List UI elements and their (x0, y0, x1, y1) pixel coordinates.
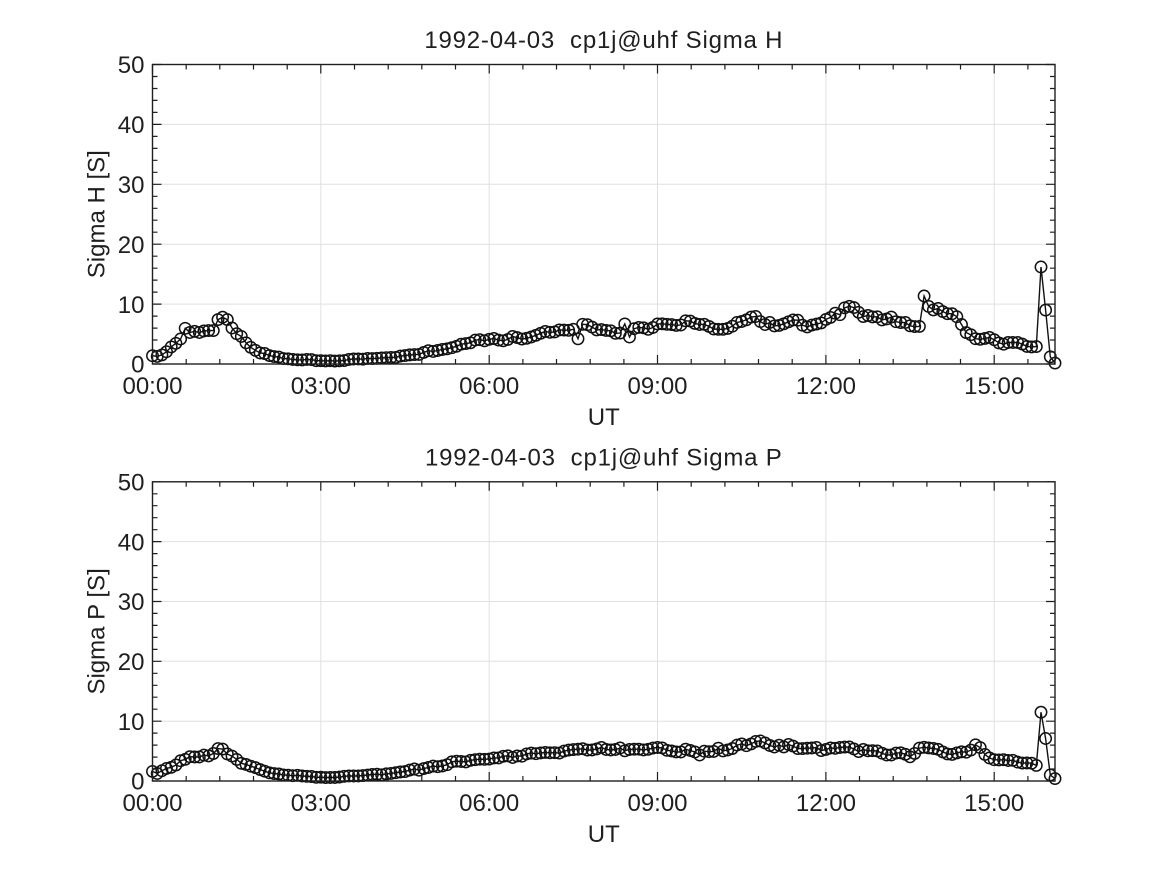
svg-text:Sigma H [S]: Sigma H [S] (83, 150, 110, 278)
svg-text:15:00: 15:00 (964, 790, 1024, 817)
svg-text:Sigma P [S]: Sigma P [S] (83, 568, 110, 694)
svg-text:1992-04-03 cp1j@uhf Sigma P: 1992-04-03 cp1j@uhf Sigma P (425, 444, 783, 471)
svg-text:10: 10 (118, 709, 145, 736)
svg-text:20: 20 (118, 232, 145, 259)
svg-text:12:00: 12:00 (796, 790, 856, 817)
svg-text:15:00: 15:00 (964, 373, 1024, 400)
svg-text:12:00: 12:00 (796, 373, 856, 400)
svg-text:03:00: 03:00 (291, 373, 351, 400)
svg-text:09:00: 09:00 (627, 373, 687, 400)
svg-text:1992-04-03 cp1j@uhf Sigma H: 1992-04-03 cp1j@uhf Sigma H (424, 27, 783, 54)
svg-text:40: 40 (118, 112, 145, 139)
svg-text:09:00: 09:00 (627, 790, 687, 817)
svg-text:10: 10 (118, 292, 145, 319)
svg-text:06:00: 06:00 (459, 790, 519, 817)
svg-text:0: 0 (131, 769, 144, 796)
svg-text:03:00: 03:00 (291, 790, 351, 817)
svg-text:40: 40 (118, 529, 145, 556)
svg-text:50: 50 (118, 470, 145, 497)
svg-text:06:00: 06:00 (459, 373, 519, 400)
svg-text:20: 20 (118, 649, 145, 676)
svg-text:00:00: 00:00 (122, 790, 182, 817)
svg-text:UT: UT (588, 821, 620, 848)
svg-text:50: 50 (118, 52, 145, 79)
svg-text:00:00: 00:00 (122, 373, 182, 400)
svg-text:30: 30 (118, 172, 145, 199)
svg-text:UT: UT (588, 404, 620, 431)
svg-text:0: 0 (131, 352, 144, 379)
svg-text:30: 30 (118, 589, 145, 616)
